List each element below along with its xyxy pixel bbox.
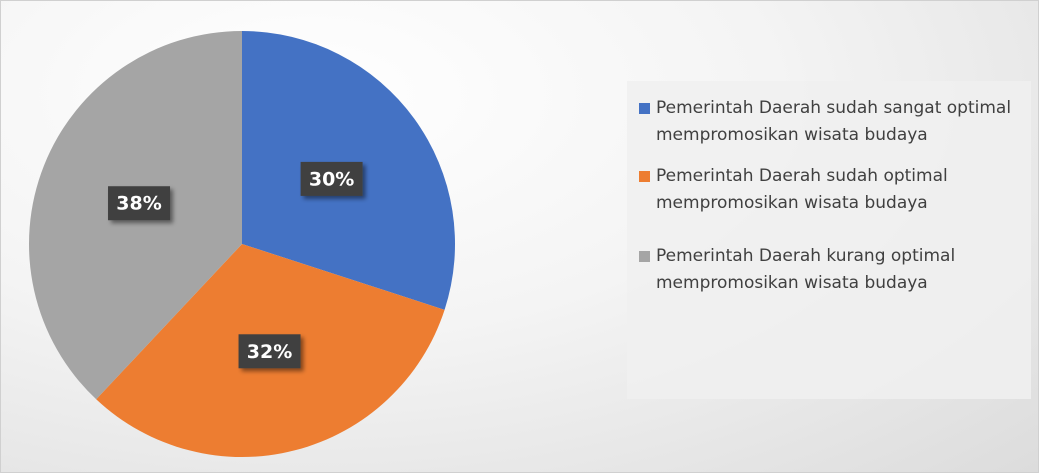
pie-area: 30% 32% 38% — [28, 31, 455, 458]
data-label-box — [238, 334, 301, 369]
legend-entry: Pemerintah Daerah sudah optimal mempromo… — [639, 163, 1021, 217]
data-label-box — [300, 161, 363, 196]
legend-label: Pemerintah Daerah sudah sangat optimal m… — [656, 98, 1012, 145]
data-label-box — [108, 186, 171, 221]
data-label-text: 38% — [116, 193, 161, 215]
legend-swatch — [639, 171, 650, 182]
legend-entry: Pemerintah Daerah sudah sangat optimal m… — [639, 95, 1021, 149]
data-label-text: 30% — [309, 168, 354, 190]
legend-swatch — [639, 103, 650, 114]
data-label-text: 32% — [247, 341, 292, 363]
data-label: 32% — [238, 334, 301, 369]
data-label: 38% — [108, 186, 171, 221]
legend-entry: Pemerintah Daerah kurang optimal memprom… — [639, 243, 1021, 297]
legend-swatch — [639, 251, 650, 262]
data-label: 30% — [300, 161, 363, 196]
legend-label: Pemerintah Daerah sudah optimal mempromo… — [656, 166, 948, 213]
legend: Pemerintah Daerah sudah sangat optimal m… — [627, 81, 1031, 399]
legend-label: Pemerintah Daerah kurang optimal memprom… — [656, 246, 956, 293]
